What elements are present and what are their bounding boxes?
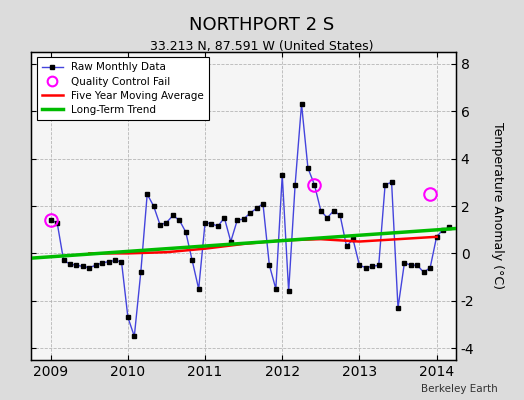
Y-axis label: Temperature Anomaly (°C): Temperature Anomaly (°C) — [491, 122, 504, 290]
Text: Berkeley Earth: Berkeley Earth — [421, 384, 498, 394]
Legend: Raw Monthly Data, Quality Control Fail, Five Year Moving Average, Long-Term Tren: Raw Monthly Data, Quality Control Fail, … — [37, 57, 209, 120]
Text: 33.213 N, 87.591 W (United States): 33.213 N, 87.591 W (United States) — [150, 40, 374, 53]
Text: NORTHPORT 2 S: NORTHPORT 2 S — [189, 16, 335, 34]
